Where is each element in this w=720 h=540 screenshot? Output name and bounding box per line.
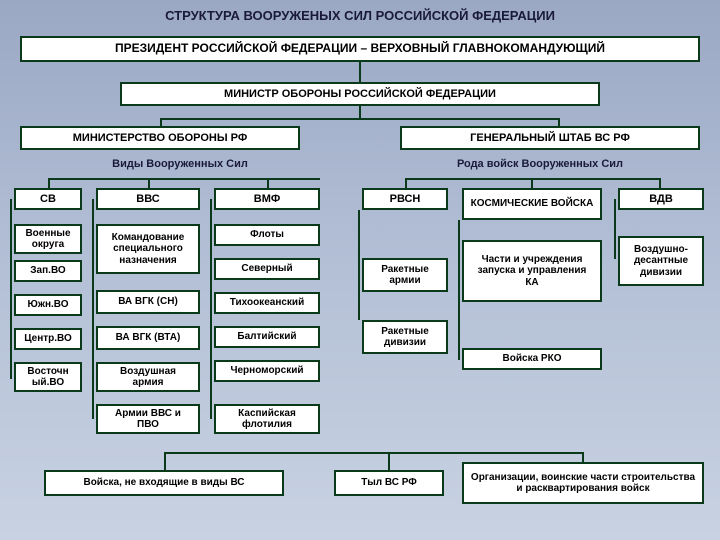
vdv-head: ВДВ (618, 188, 704, 210)
bottom-org: Организации, воинские части строительств… (462, 462, 704, 504)
line (405, 178, 407, 188)
kosm-head: КОСМИЧЕСКИЕ ВОЙСКА (462, 188, 602, 220)
vvs-vgksn: ВА ВГК (СН) (96, 290, 200, 314)
vvs-vgkvta: ВА ВГК (ВТА) (96, 326, 200, 350)
vmf-head: ВМФ (214, 188, 320, 210)
rvsn-armii: Ракетные армии (362, 258, 448, 292)
line (210, 199, 212, 419)
line (48, 178, 50, 188)
kosm-chasti: Части и учреждения запуска и управления … (462, 240, 602, 302)
line (359, 106, 361, 118)
vmf-tih: Тихоокеанский (214, 292, 320, 314)
line (582, 452, 584, 462)
line (164, 452, 584, 454)
line (92, 199, 94, 419)
subhead-left: Виды Вооруженных Сил (60, 158, 300, 170)
genstaff-box: ГЕНЕРАЛЬНЫЙ ШТАБ ВС РФ (400, 126, 700, 150)
bottom-tyl: Тыл ВС РФ (334, 470, 444, 496)
vvs-armii: Армии ВВС и ПВО (96, 404, 200, 434)
line (614, 199, 616, 259)
line (458, 220, 460, 360)
bottom-nevid: Войска, не входящие в виды ВС (44, 470, 284, 496)
line (267, 178, 269, 188)
rvsn-div: Ракетные дивизии (362, 320, 448, 354)
sv-okruga: Военные округа (14, 224, 82, 254)
sv-vost: Восточн ый.ВО (14, 362, 82, 392)
line (388, 452, 390, 470)
minister-box: МИНИСТР ОБОРОНЫ РОССИЙСКОЙ ФЕДЕРАЦИИ (120, 82, 600, 106)
vmf-kasp: Каспийская флотилия (214, 404, 320, 434)
sv-zap: Зап.ВО (14, 260, 82, 282)
sv-head: СВ (14, 188, 82, 210)
vmf-floty: Флоты (214, 224, 320, 246)
rvsn-head: РВСН (362, 188, 448, 210)
sv-yuzh: Южн.ВО (14, 294, 82, 316)
line (160, 118, 162, 126)
kosm-rko: Войска РКО (462, 348, 602, 370)
vmf-chern: Черноморский (214, 360, 320, 382)
vdv-div: Воздушно-десантные дивизии (618, 236, 704, 286)
subhead-right: Рода войск Вооруженных Сил (400, 158, 680, 170)
sv-centr: Центр.ВО (14, 328, 82, 350)
line (531, 178, 533, 188)
line (160, 118, 560, 120)
line (359, 62, 361, 82)
line (148, 178, 150, 188)
line (10, 199, 12, 379)
page-title: СТРУКТУРА ВООРУЖЕНЫХ СИЛ РОССИЙСКОЙ ФЕДЕ… (0, 0, 720, 29)
vvs-vozd: Воздушная армия (96, 362, 200, 392)
line (164, 452, 166, 470)
president-box: ПРЕЗИДЕНТ РОССИЙСКОЙ ФЕДЕРАЦИИ – ВЕРХОВН… (20, 36, 700, 62)
line (405, 178, 661, 180)
line (48, 178, 320, 180)
line (659, 178, 661, 188)
vmf-sev: Северный (214, 258, 320, 280)
vmf-balt: Балтийский (214, 326, 320, 348)
line (358, 210, 360, 320)
vvs-kom: Командование специального назначения (96, 224, 200, 274)
ministry-box: МИНИСТЕРСТВО ОБОРОНЫ РФ (20, 126, 300, 150)
line (558, 118, 560, 126)
vvs-head: ВВС (96, 188, 200, 210)
